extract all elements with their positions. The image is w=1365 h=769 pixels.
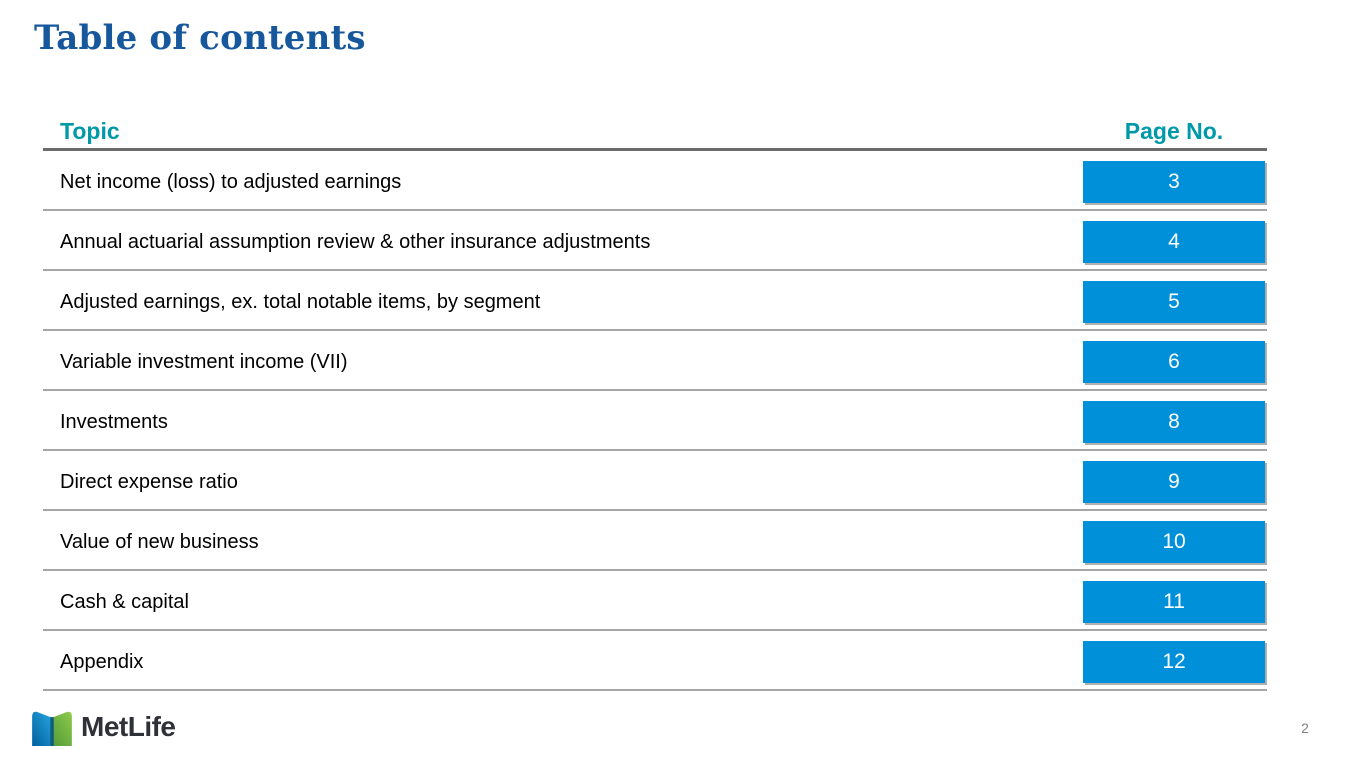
table-row: Appendix 12 bbox=[43, 631, 1267, 691]
toc-topic: Net income (loss) to adjusted earnings bbox=[60, 171, 402, 193]
page-title: Table of contents bbox=[34, 18, 366, 58]
toc-topic: Annual actuarial assumption review & oth… bbox=[60, 231, 651, 253]
metlife-logo-icon bbox=[32, 711, 72, 746]
toc-topic: Value of new business bbox=[60, 531, 259, 553]
column-header-topic: Topic bbox=[60, 118, 120, 144]
toc-topic: Investments bbox=[60, 411, 168, 433]
table-row: Net income (loss) to adjusted earnings 3 bbox=[43, 151, 1267, 211]
page-box[interactable]: 9 bbox=[1083, 461, 1265, 503]
table-row: Cash & capital 11 bbox=[43, 571, 1267, 631]
page-box[interactable]: 11 bbox=[1083, 581, 1265, 623]
page-box[interactable]: 4 bbox=[1083, 221, 1265, 263]
toc-topic: Cash & capital bbox=[60, 591, 189, 613]
page-box[interactable]: 3 bbox=[1083, 161, 1265, 203]
page-box[interactable]: 12 bbox=[1083, 641, 1265, 683]
toc-body: Net income (loss) to adjusted earnings 3… bbox=[43, 151, 1267, 691]
toc-topic: Appendix bbox=[60, 651, 144, 673]
toc-topic: Variable investment income (VII) bbox=[60, 351, 348, 373]
metlife-wordmark: MetLife bbox=[81, 711, 176, 742]
table-row: Investments 8 bbox=[43, 391, 1267, 451]
page-box[interactable]: 8 bbox=[1083, 401, 1265, 443]
table-row: Direct expense ratio 9 bbox=[43, 451, 1267, 511]
slide-page-number: 2 bbox=[1301, 720, 1309, 736]
page-box[interactable]: 6 bbox=[1083, 341, 1265, 383]
toc-topic: Adjusted earnings, ex. total notable ite… bbox=[60, 291, 541, 313]
toc-topic: Direct expense ratio bbox=[60, 471, 238, 493]
table-row: Annual actuarial assumption review & oth… bbox=[43, 211, 1267, 271]
toc-header: Topic Page No. bbox=[43, 112, 1267, 151]
column-header-page: Page No. bbox=[1124, 118, 1224, 144]
toc-table: Topic Page No. Net income (loss) to adju… bbox=[43, 112, 1267, 691]
page-box[interactable]: 10 bbox=[1083, 521, 1265, 563]
table-row: Adjusted earnings, ex. total notable ite… bbox=[43, 271, 1267, 331]
page-box[interactable]: 5 bbox=[1083, 281, 1265, 323]
footer-logo: MetLife bbox=[30, 708, 176, 746]
table-row: Variable investment income (VII) 6 bbox=[43, 331, 1267, 391]
table-row: Value of new business 10 bbox=[43, 511, 1267, 571]
